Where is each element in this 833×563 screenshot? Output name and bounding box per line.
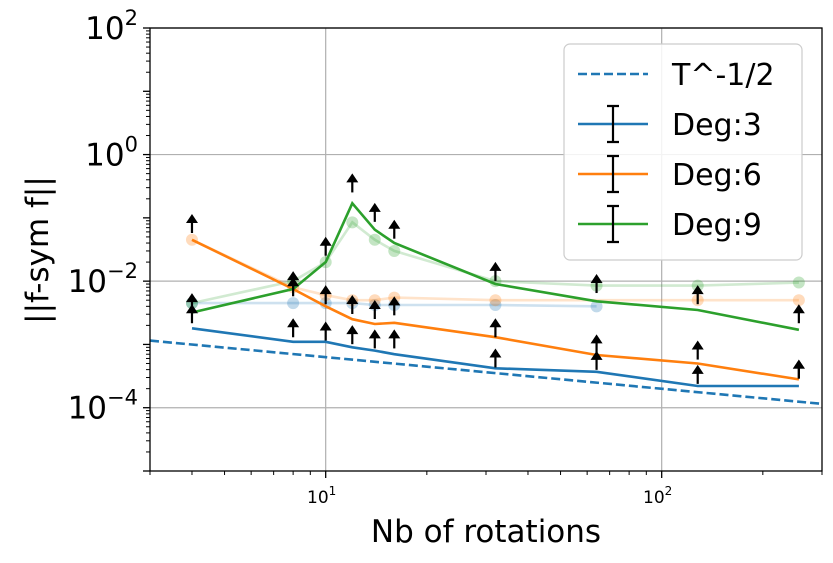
upper-limit-arrow-0-1 xyxy=(287,318,300,328)
legend-errorbar-deg9 xyxy=(607,204,619,244)
faded-marker-2-3 xyxy=(346,216,359,229)
upper-limit-arrow-2-6 xyxy=(489,261,502,271)
upper-limit-arrow-2-3 xyxy=(346,173,359,183)
tick-labels: 101 102 10−4 10−2 100 102 xyxy=(68,6,673,508)
upper-limit-arrow-1-7 xyxy=(590,334,603,344)
upper-limit-arrow-0-5 xyxy=(388,329,401,339)
faded-marker-1-0 xyxy=(185,233,198,246)
series-line-1 xyxy=(191,238,800,381)
upper-limit-arrow-1-0 xyxy=(185,213,198,223)
upper-limit-arrow-0-8 xyxy=(691,364,704,374)
y-tick-label-0: 10−4 xyxy=(68,386,138,427)
upper-limit-arrow-1-8 xyxy=(691,340,704,350)
legend-label-deg3: Deg:3 xyxy=(672,108,762,143)
y-tick-label-3: 102 xyxy=(85,6,138,47)
upper-limit-arrow-2-1 xyxy=(287,271,300,281)
faded-series-layer xyxy=(185,216,805,313)
faded-marker-0-1 xyxy=(287,297,300,310)
x-tick-label-0: 101 xyxy=(307,484,336,508)
upper-limit-arrow-2-0 xyxy=(185,293,198,303)
faded-marker-1-6 xyxy=(489,294,502,307)
upper-limit-arrow-1-9 xyxy=(792,359,805,369)
faded-marker-0-7 xyxy=(590,300,603,313)
faded-marker-2-5 xyxy=(388,244,401,257)
upper-limit-arrow-1-5 xyxy=(388,296,401,306)
series-lines-layer xyxy=(149,200,823,406)
upper-limit-arrow-0-4 xyxy=(368,329,381,339)
upper-limit-arrow-2-4 xyxy=(368,202,381,212)
faded-marker-2-4 xyxy=(368,233,381,246)
upper-limit-arrow-2-2 xyxy=(319,236,332,246)
legend: T^-1/2 Deg:3 Deg:6 Deg:9 xyxy=(563,43,803,261)
faded-line-2 xyxy=(191,220,799,305)
upper-limit-arrow-2-8 xyxy=(691,285,704,295)
axis-ticks xyxy=(143,27,823,478)
series-line-0 xyxy=(191,327,799,388)
legend-errorbar-deg3 xyxy=(607,104,619,144)
error-bars-layer xyxy=(185,173,805,384)
upper-limit-arrow-1-6 xyxy=(489,318,502,328)
legend-errorbar-deg6 xyxy=(607,154,619,194)
upper-limit-arrow-1-3 xyxy=(346,294,359,304)
upper-limit-arrow-0-6 xyxy=(489,348,502,358)
x-tick-label-1: 102 xyxy=(643,484,672,508)
upper-limit-arrow-1-4 xyxy=(368,299,381,309)
legend-label-deg6: Deg:6 xyxy=(672,158,762,193)
y-tick-label-2: 100 xyxy=(85,133,138,174)
upper-limit-arrow-2-7 xyxy=(590,274,603,284)
faded-marker-2-9 xyxy=(792,276,805,289)
x-axis-label: Nb of rotations xyxy=(371,514,601,550)
upper-limit-arrow-1-2 xyxy=(319,285,332,295)
faded-marker-1-9 xyxy=(792,294,805,307)
legend-label-deg9: Deg:9 xyxy=(672,208,762,243)
legend-box xyxy=(563,43,803,261)
reference-line xyxy=(149,339,823,406)
upper-limit-arrow-0-7 xyxy=(590,350,603,360)
faded-marker-0-6 xyxy=(489,298,502,311)
y-tick-label-1: 10−2 xyxy=(68,259,138,300)
faded-line-0 xyxy=(192,301,597,308)
upper-limit-arrow-0-2 xyxy=(319,321,332,331)
upper-limit-arrow-2-5 xyxy=(388,219,401,229)
upper-limit-arrow-2-9 xyxy=(792,304,805,314)
legend-ref-label: T^-1/2 xyxy=(671,58,775,93)
y-axis-label: ||f-sym f|| xyxy=(20,176,56,324)
upper-limit-arrow-0-3 xyxy=(346,325,359,335)
series-line-2 xyxy=(191,200,800,332)
